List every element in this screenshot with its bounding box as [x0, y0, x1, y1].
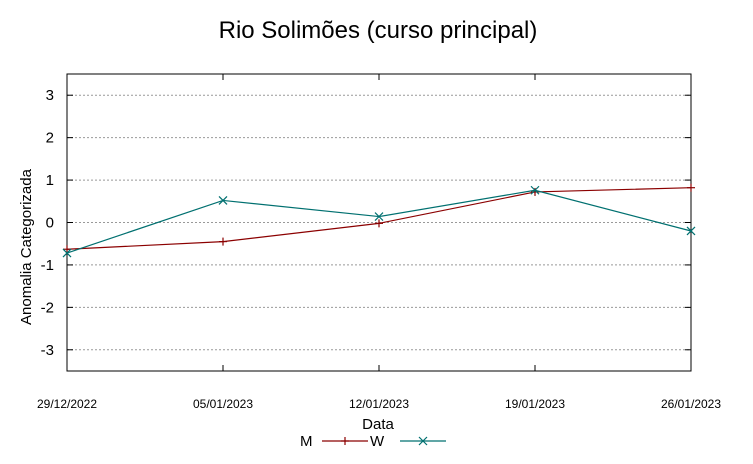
data-point [531, 187, 539, 196]
data-point [63, 245, 71, 254]
data-point [374, 212, 384, 221]
x-axis-label: Data [362, 416, 394, 433]
y-axis-ticks: 3 2 1 0 -1 -2 -3 [41, 87, 691, 359]
x-tick-label: 12/01/2023 [349, 397, 409, 411]
y-tick-label: 2 [46, 130, 54, 147]
y-axis-label: Anomalia Categorizada [18, 168, 35, 325]
legend-label-w: W [370, 433, 385, 450]
y-tick-label: -3 [41, 342, 54, 359]
y-tick-label: -1 [41, 257, 54, 274]
series-line-m [66, 187, 692, 250]
data-point [530, 185, 540, 195]
data-point [218, 196, 228, 205]
x-tick-label: 26/01/2023 [661, 397, 721, 411]
y-tick-label: -2 [41, 299, 54, 316]
data-point [418, 436, 428, 446]
y-tick-label: 0 [46, 215, 54, 232]
x-tick-label: 19/01/2023 [505, 397, 565, 411]
x-axis-ticks: 29/12/2022 05/01/2023 12/01/2023 19/01/2023… [37, 74, 721, 411]
data-point [62, 248, 72, 258]
series-lines [62, 183, 696, 258]
data-point [375, 219, 383, 228]
data-point [687, 183, 695, 192]
chart-title: Rio Solimões (curso principal) [219, 17, 538, 44]
data-point [219, 237, 227, 246]
x-tick-label: 29/12/2022 [37, 397, 97, 411]
legend-label-m: M [300, 433, 313, 450]
data-point [341, 437, 349, 445]
y-tick-label: 1 [46, 172, 54, 189]
y-tick-label: 3 [46, 87, 54, 104]
data-point [686, 226, 696, 236]
x-tick-label: 05/01/2023 [193, 397, 253, 411]
gridlines [67, 94, 691, 351]
